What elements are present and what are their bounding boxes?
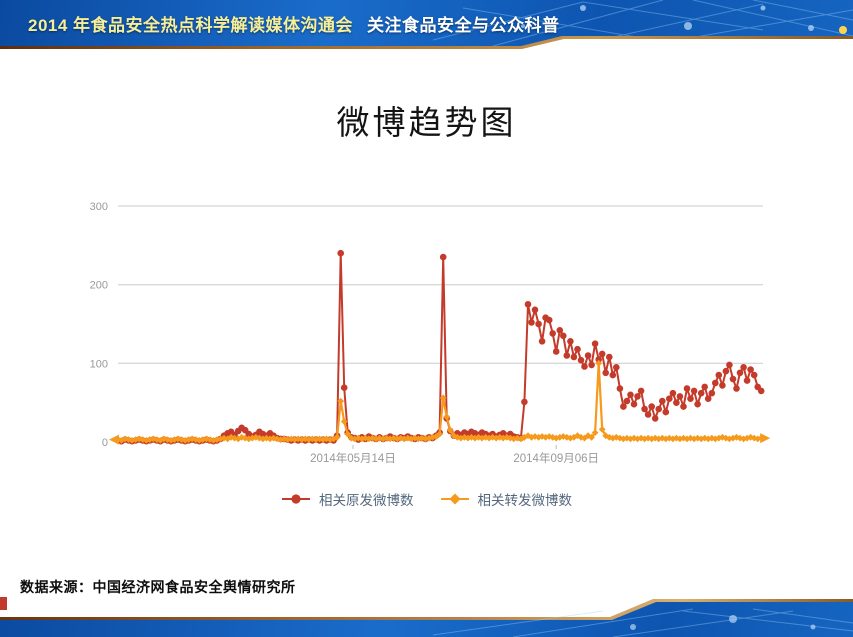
header-title: 2014 年食品安全热点科学解读媒体沟通会 关注食品安全与公众科普 bbox=[28, 11, 560, 36]
svg-text:2014年09月06日: 2014年09月06日 bbox=[513, 451, 599, 465]
legend-label-original: 相关原发微博数 bbox=[319, 493, 414, 508]
svg-text:200: 200 bbox=[90, 280, 108, 292]
page-title: 微博趋势图 bbox=[336, 104, 517, 141]
footer-blue-band bbox=[0, 602, 853, 637]
legend-diamond-marker-icon bbox=[440, 493, 469, 505]
legend-circle-marker-icon bbox=[282, 494, 310, 504]
svg-text:300: 300 bbox=[90, 201, 108, 213]
yellow-node-icon bbox=[839, 26, 847, 34]
svg-text:0: 0 bbox=[102, 437, 108, 449]
data-source-text: 数据来源：中国经济网食品安全舆情研究所 bbox=[20, 579, 296, 595]
header-title-sub: 关注食品安全与公众科普 bbox=[367, 16, 560, 35]
header-title-main: 2014 年食品安全热点科学解读媒体沟通会 bbox=[28, 16, 354, 35]
svg-text:2014年05月14日: 2014年05月14日 bbox=[310, 451, 396, 465]
legend-label-repost: 相关转发微博数 bbox=[477, 493, 573, 508]
legend-item-original: 相关原发微博数 bbox=[281, 489, 414, 509]
chart-legend: 相关原发微博数 相关转发微博数 bbox=[0, 489, 853, 509]
footer-red-accent bbox=[0, 597, 7, 610]
legend-item-repost: 相关转发微博数 bbox=[440, 489, 573, 509]
trend-chart-svg: 0 100 200 300 2014年05月14日 2014年09月06日 bbox=[90, 201, 771, 465]
weibo-trend-chart: 0 100 200 300 2014年05月14日 2014年09月06日 bbox=[66, 186, 778, 478]
svg-text:100: 100 bbox=[90, 358, 108, 370]
header-blue-band: 2014 年食品安全热点科学解读媒体沟通会 关注食品安全与公众科普 bbox=[0, 0, 853, 46]
